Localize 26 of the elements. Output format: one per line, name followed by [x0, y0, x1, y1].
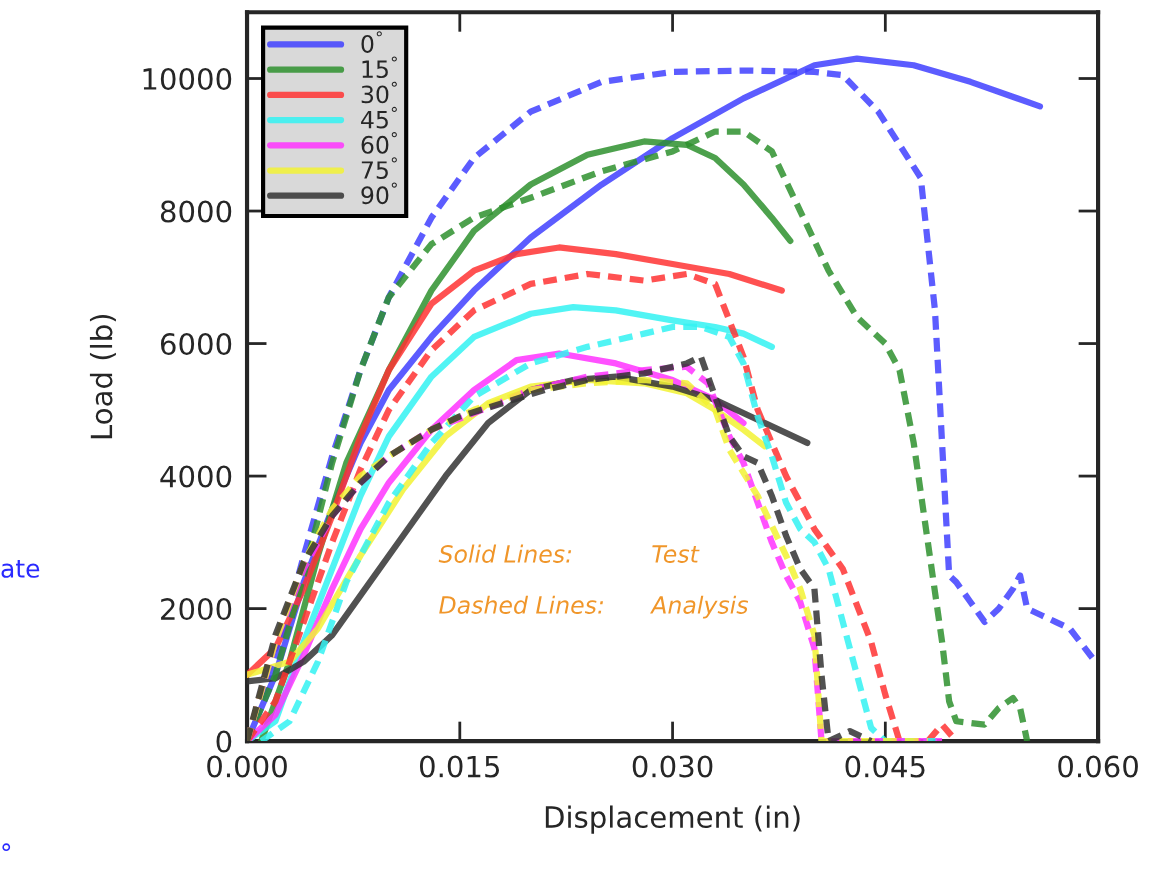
y-axis-title: Load (lb) [89, 314, 116, 439]
legend-label: 90$^{°}$ [361, 182, 397, 205]
text: ate [1, 559, 40, 578]
annotation: Solid Lines: [438, 544, 572, 563]
x-tick-label: 0.015 [419, 755, 500, 778]
x-tick-label: 0.060 [1058, 755, 1138, 778]
legend-label: 60$^{°}$ [361, 132, 397, 154]
y-tick-label: 10000 [143, 67, 232, 91]
y-tick-label: 2000 [161, 598, 232, 621]
y-tick-label: 4000 [160, 465, 232, 488]
legend-label: 75$^{°}$ [361, 157, 397, 179]
annotation: Test [652, 545, 700, 563]
annotation: Analysis [650, 595, 749, 619]
y-tick-label: 0 [216, 730, 232, 753]
y-tick-label: 8000 [160, 200, 232, 223]
x-tick-label: 0.000 [207, 755, 287, 778]
x-tick-label: 0.030 [632, 755, 713, 778]
x-axis-title: Displacement (in) [545, 805, 800, 834]
legend-label: 30$^{°}$ [361, 81, 397, 104]
text: ° [2, 843, 11, 852]
annotation: Dashed Lines: [439, 595, 604, 614]
legend-label: 45$^{°}$ [361, 106, 397, 129]
legend-label: 15$^{°}$ [362, 56, 397, 79]
y-tick-label: 6000 [160, 332, 232, 356]
x-tick-label: 0.045 [845, 755, 925, 778]
legend-label: 0$^{°}$ [361, 31, 382, 53]
